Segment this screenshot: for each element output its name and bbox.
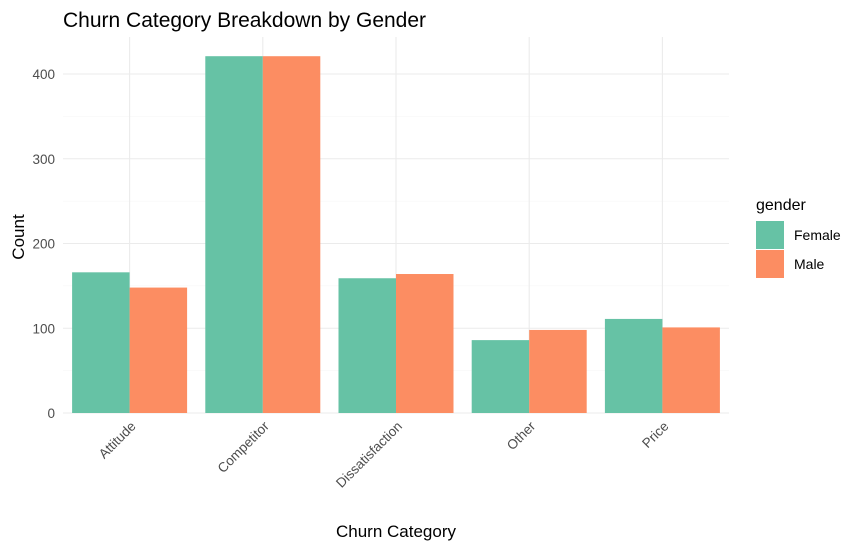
legend: gender Female Male [756, 197, 841, 278]
y-tick-label: 300 [32, 152, 55, 167]
y-tick-label: 100 [32, 321, 55, 336]
x-axis-tick-labels: Attitude Competitor Dissatisfaction Other Pr… [96, 418, 672, 491]
bar-dissatisfaction-male [396, 274, 454, 413]
legend-title: gender [756, 197, 806, 214]
y-tick-label: 400 [32, 67, 55, 82]
x-tick-label-other: Other [504, 418, 539, 453]
x-tick-label-price: Price [639, 419, 671, 451]
bar-other-female [471, 340, 530, 413]
bars [72, 56, 720, 413]
chart-title: Churn Category Breakdown by Gender [63, 9, 426, 32]
bar-other-male [529, 329, 587, 413]
bar-competitor-male [262, 56, 321, 413]
bar-price-female [604, 318, 663, 413]
x-tick-label-competitor: Competitor [215, 418, 273, 476]
bar-attitude-male [129, 287, 188, 413]
y-axis-title: Count [9, 214, 28, 260]
bar-dissatisfaction-female [338, 278, 396, 413]
bar-competitor-female [205, 56, 263, 413]
bar-price-male [662, 327, 720, 413]
y-tick-label: 200 [32, 237, 55, 252]
y-axis-tick-labels: 0 100 200 300 400 [32, 67, 55, 421]
x-axis-title: Churn Category [336, 522, 457, 541]
y-tick-label: 0 [47, 406, 55, 421]
legend-key-female [756, 221, 784, 249]
legend-key-male [756, 250, 784, 278]
bar-attitude-female [72, 272, 130, 413]
x-tick-label-dissatisfaction: Dissatisfaction [333, 419, 405, 491]
legend-label-female: Female [794, 227, 841, 243]
legend-label-male: Male [794, 256, 825, 272]
x-tick-label-attitude: Attitude [96, 419, 139, 462]
